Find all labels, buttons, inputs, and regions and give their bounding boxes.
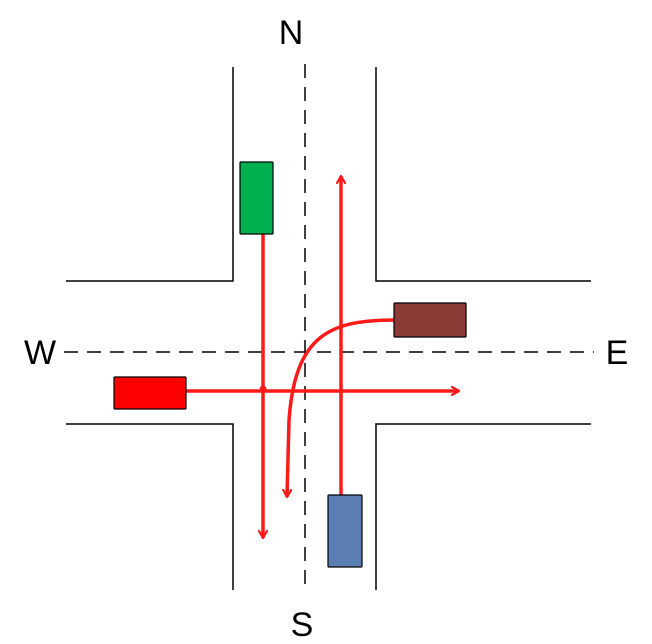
road-edges xyxy=(66,67,591,590)
path-brown-left-turn-south xyxy=(287,318,395,497)
compass-north-label: N xyxy=(279,14,304,52)
car-red-westbound-approach xyxy=(113,376,187,410)
car-blue-southbound-approach xyxy=(327,494,363,568)
road-edge-north-east xyxy=(375,67,591,282)
road-edge-north-west xyxy=(66,67,234,282)
car-green-northbound-lane xyxy=(239,161,274,235)
path-crossing-dot xyxy=(259,385,267,393)
compass-west-label: W xyxy=(24,334,56,372)
road-edge-south-east xyxy=(375,423,591,590)
road-edge-south-west xyxy=(66,423,234,590)
compass-south-label: S xyxy=(291,606,314,644)
vehicle-paths xyxy=(186,176,459,538)
compass-east-label: E xyxy=(606,334,629,372)
car-brown-eastbound-approach xyxy=(393,302,467,338)
vehicles xyxy=(113,161,467,568)
